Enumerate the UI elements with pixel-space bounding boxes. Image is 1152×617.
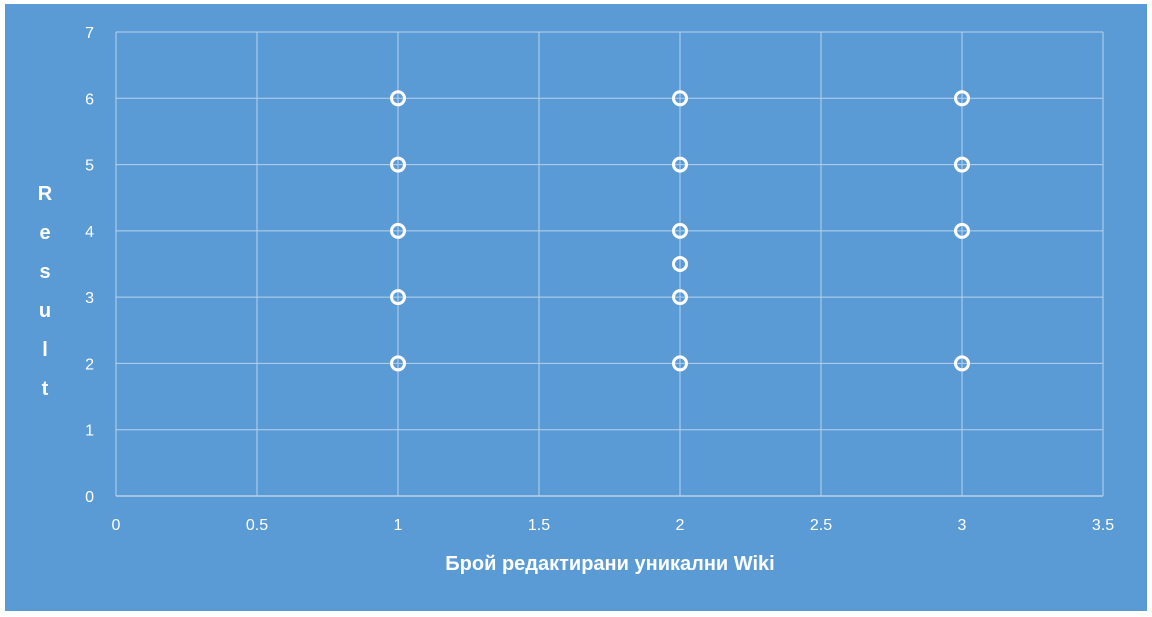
y-tick-label: 6	[85, 91, 94, 108]
x-tick-label: 0	[112, 517, 121, 534]
data-point	[672, 222, 688, 239]
x-tick-label: 0.5	[246, 517, 268, 534]
data-point	[672, 289, 688, 306]
data-point	[954, 156, 970, 173]
y-tick-label: 5	[85, 158, 94, 175]
y-tick-label: 1	[85, 423, 94, 440]
y-axis-title-letter: R	[38, 183, 53, 205]
x-tick-label: 2	[676, 517, 685, 534]
y-tick-label: 2	[85, 356, 94, 373]
y-axis-title-letter: u	[39, 300, 51, 322]
data-point	[672, 256, 688, 272]
y-axis-title-letter: t	[42, 378, 49, 400]
data-point	[672, 355, 688, 372]
y-axis-title-letter: l	[42, 339, 48, 361]
y-axis-title-letter: s	[39, 261, 50, 283]
data-point	[390, 355, 406, 372]
x-axis-ticks: 0 0.5 1 1.5 2 2.5 3 3.5	[112, 517, 1115, 534]
x-tick-label: 3.5	[1092, 517, 1114, 534]
x-tick-label: 3	[958, 517, 967, 534]
data-points	[390, 90, 970, 372]
x-tick-label: 1.5	[528, 517, 550, 534]
data-point	[390, 90, 406, 107]
x-tick-label: 2.5	[810, 517, 832, 534]
y-axis-title-letter: e	[39, 222, 50, 244]
data-point	[954, 355, 970, 372]
y-axis-ticks: 0 1 2 3 4 5 6 7	[85, 25, 94, 506]
data-point	[672, 90, 688, 107]
data-point	[954, 90, 970, 107]
data-point	[390, 222, 406, 239]
y-tick-label: 7	[85, 25, 94, 42]
y-tick-label: 3	[85, 290, 94, 307]
data-point	[672, 156, 688, 173]
x-axis-title: Брой редактирани уникални Wiki	[445, 553, 774, 575]
data-point	[390, 289, 406, 306]
x-tick-label: 1	[394, 517, 403, 534]
scatter-chart: 0 1 2 3 4 5 6 7 0 0.5 1 1.5 2 2.5 3 3.5 Брой редактира…	[38, 25, 1115, 575]
data-point	[954, 222, 970, 239]
chart-area: 0 1 2 3 4 5 6 7 0 0.5 1 1.5 2 2.5 3 3.5 Брой редактира…	[5, 4, 1147, 611]
y-tick-label: 0	[85, 489, 94, 506]
data-point	[390, 156, 406, 173]
y-tick-label: 4	[85, 224, 94, 241]
grid	[115, 31, 1104, 497]
